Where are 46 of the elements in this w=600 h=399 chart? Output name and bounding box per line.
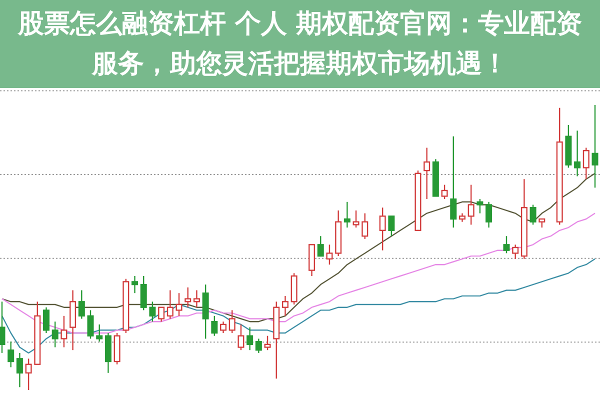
candlestick [530, 204, 536, 226]
candlestick [282, 295, 288, 316]
candlestick [476, 198, 484, 214]
candlestick [441, 184, 448, 200]
candlestick [246, 326, 254, 351]
candlestick [193, 290, 200, 308]
candlestick [424, 147, 430, 200]
candlestick [16, 352, 23, 388]
candlestick [8, 340, 14, 368]
candlestick [468, 184, 474, 226]
candlestick [574, 130, 581, 177]
candlestick [486, 201, 492, 228]
candlestick [503, 236, 510, 254]
candlestick [238, 324, 244, 351]
candlestick [582, 147, 590, 180]
candlestick [87, 310, 94, 340]
chart-title: 股票怎么融资杠杆 个人 期权配资官网：专业配资服务，助您灵活把握期权市场机遇！ [16, 8, 584, 81]
candlestick [52, 321, 58, 348]
candlestick [211, 315, 218, 336]
candlestick [264, 335, 271, 351]
candlestick [317, 236, 324, 257]
candlestick [592, 104, 598, 188]
candlestick [43, 306, 50, 334]
candlestick [255, 338, 262, 354]
candlestick [140, 275, 147, 311]
candlestick [132, 275, 138, 294]
candlestick [60, 315, 68, 348]
candlestick [166, 290, 174, 320]
candlestick [176, 292, 182, 316]
candlestick [352, 210, 360, 228]
candlestick [149, 301, 156, 322]
candlestick [388, 216, 395, 237]
candlestick [158, 306, 165, 322]
candlestick [25, 358, 32, 391]
candlestick [220, 321, 227, 334]
candlestick [379, 207, 386, 251]
candlestick [0, 301, 6, 354]
candlestick [512, 244, 519, 260]
candlestick [78, 290, 85, 320]
candlestick [450, 136, 457, 228]
candlestick [184, 286, 192, 308]
candlestick [326, 244, 333, 266]
candlestick [344, 201, 350, 228]
candlestick [228, 310, 236, 334]
candlestick [96, 324, 103, 342]
candlestick [362, 212, 368, 240]
